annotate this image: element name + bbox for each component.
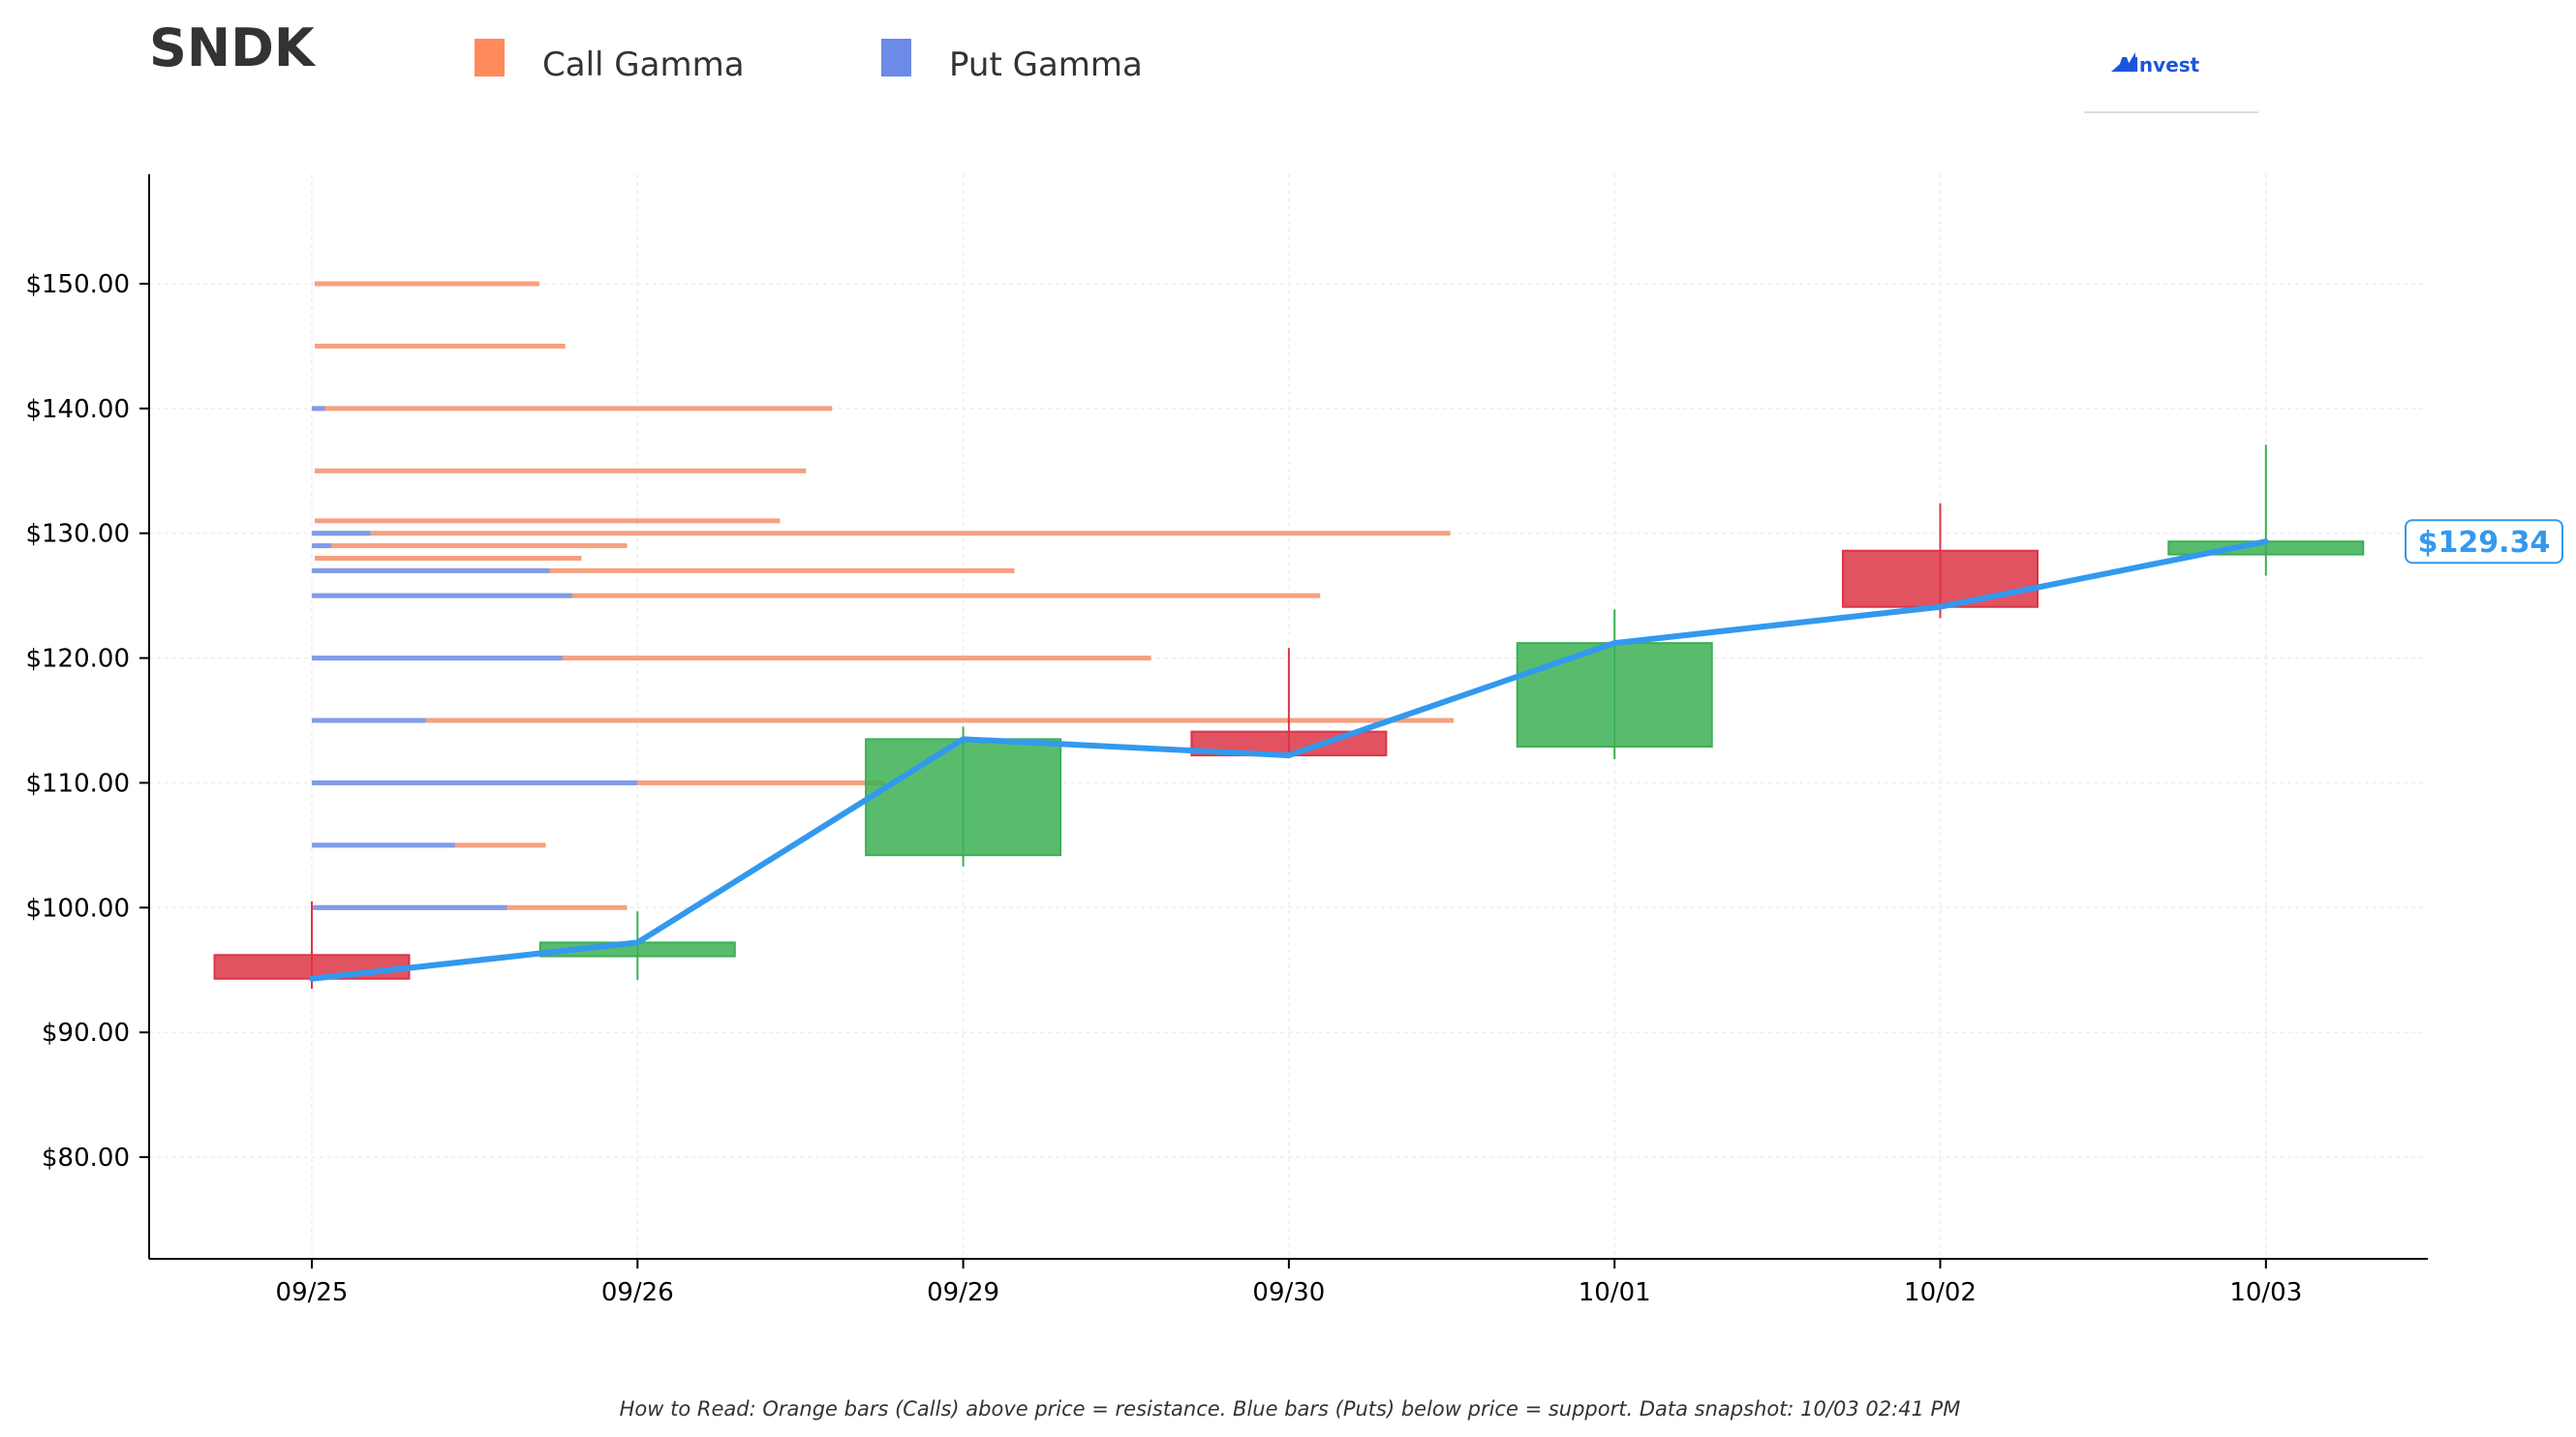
call-gamma-bar bbox=[315, 518, 781, 524]
call-gamma-bar bbox=[315, 718, 1454, 723]
last-price-label: $129.34 bbox=[2418, 526, 2551, 560]
x-tick-label: 09/29 bbox=[927, 1278, 999, 1307]
logo-text: AInvest bbox=[2117, 53, 2200, 76]
last-price-box bbox=[2405, 519, 2563, 565]
logo-chart-icon bbox=[2111, 52, 2135, 72]
call-gamma-bar bbox=[315, 567, 1015, 573]
call-gamma-bar bbox=[315, 406, 833, 412]
y-tick-label: $150.00 bbox=[25, 270, 130, 299]
call-gamma-bar bbox=[315, 593, 1321, 598]
y-tick-label: $100.00 bbox=[25, 894, 130, 923]
put-gamma-bar bbox=[312, 842, 455, 848]
call-gamma-legend-swatch bbox=[475, 39, 505, 76]
put-gamma-bar bbox=[312, 567, 550, 573]
x-tick-label: 09/25 bbox=[276, 1278, 349, 1307]
put-gamma-bar bbox=[312, 718, 426, 723]
candle-body bbox=[865, 738, 1062, 857]
put-gamma-bar bbox=[312, 656, 563, 661]
candle-body bbox=[1842, 549, 2039, 608]
x-tick-label: 10/01 bbox=[1579, 1278, 1651, 1307]
put-gamma-bar bbox=[312, 406, 325, 412]
y-tick-label: $110.00 bbox=[25, 769, 130, 798]
call-gamma-bar bbox=[315, 543, 628, 549]
close-price-line bbox=[309, 538, 2269, 982]
how-to-read-footnote: How to Read: Orange bars (Calls) above p… bbox=[620, 1397, 1961, 1421]
call-gamma-legend-label: Call Gamma bbox=[542, 46, 745, 84]
y-tick-label: $140.00 bbox=[25, 395, 130, 424]
call-gamma-bar bbox=[315, 343, 566, 349]
y-tick-label: $80.00 bbox=[42, 1144, 130, 1173]
put-gamma-bar bbox=[312, 780, 637, 785]
call-gamma-bar bbox=[315, 531, 1451, 536]
x-tick-label: 09/26 bbox=[601, 1278, 674, 1307]
x-tick-label: 10/03 bbox=[2229, 1278, 2302, 1307]
y-tick-label: $130.00 bbox=[25, 520, 130, 549]
put-gamma-bar bbox=[312, 531, 371, 536]
legend: Call Gamma Put Gamma bbox=[475, 39, 1143, 84]
price-line-group bbox=[309, 538, 2269, 982]
x-tick-label: 10/02 bbox=[1904, 1278, 1977, 1307]
y-tick-label: $120.00 bbox=[25, 645, 130, 674]
call-gamma-bar bbox=[315, 468, 807, 474]
last-price-callout: $129.34 bbox=[2405, 519, 2563, 565]
call-gamma-bar bbox=[315, 555, 582, 561]
call-gamma-bar bbox=[315, 656, 1151, 661]
candle-body bbox=[1516, 642, 1713, 749]
put-gamma-legend-swatch bbox=[881, 39, 911, 76]
put-gamma-bar bbox=[312, 543, 332, 549]
call-gamma-bar bbox=[315, 281, 539, 287]
ticker-title: SNDK bbox=[149, 17, 317, 78]
gamma-bars bbox=[312, 281, 1454, 910]
y-tick-label: $90.00 bbox=[42, 1019, 130, 1048]
put-gamma-bar bbox=[312, 904, 507, 910]
put-gamma-bar bbox=[312, 593, 572, 598]
tick-labels: $80.00 $90.00 $100.00 $110.00 $120.00 $130.00… bbox=[25, 270, 2302, 1307]
put-gamma-legend-label: Put Gamma bbox=[949, 46, 1143, 84]
ainvest-logo: AInvest bbox=[2084, 52, 2258, 113]
candle-body bbox=[213, 954, 411, 980]
x-tick-label: 09/30 bbox=[1252, 1278, 1325, 1307]
